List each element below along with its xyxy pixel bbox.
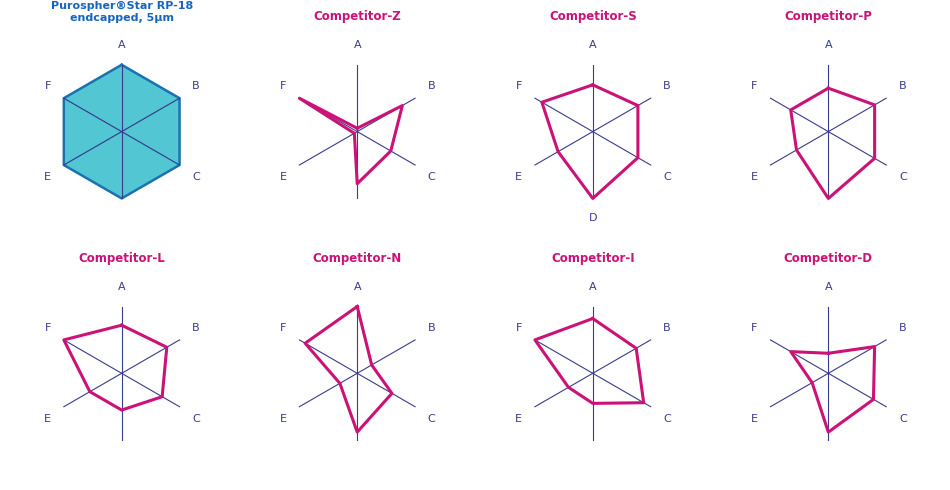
- Text: E: E: [750, 172, 758, 182]
- Text: E: E: [44, 414, 51, 424]
- Text: F: F: [280, 322, 287, 333]
- Text: E: E: [279, 414, 287, 424]
- Polygon shape: [64, 65, 180, 198]
- Text: Competitor-L: Competitor-L: [78, 252, 165, 265]
- Text: E: E: [750, 414, 758, 424]
- Text: F: F: [516, 81, 522, 91]
- Text: F: F: [45, 322, 51, 333]
- Text: A: A: [589, 282, 597, 292]
- Text: B: B: [192, 322, 200, 333]
- Text: Competitor-P: Competitor-P: [785, 10, 872, 24]
- Text: F: F: [751, 81, 758, 91]
- Text: A: A: [353, 40, 361, 50]
- Text: A: A: [825, 282, 832, 292]
- Text: Competitor-Z: Competitor-Z: [314, 10, 401, 24]
- Text: C: C: [192, 172, 200, 182]
- Text: Competitor-S: Competitor-S: [549, 10, 636, 24]
- Text: A: A: [118, 40, 125, 50]
- Text: C: C: [663, 414, 671, 424]
- Text: B: B: [663, 81, 671, 91]
- Text: Competitor-I: Competitor-I: [551, 252, 635, 265]
- Text: C: C: [899, 172, 906, 182]
- Text: D: D: [589, 213, 597, 223]
- Text: F: F: [516, 322, 522, 333]
- Text: Competitor-N: Competitor-N: [313, 252, 402, 265]
- Text: B: B: [899, 322, 906, 333]
- Text: F: F: [280, 81, 287, 91]
- Text: C: C: [663, 172, 671, 182]
- Text: A: A: [353, 282, 361, 292]
- Text: B: B: [428, 322, 435, 333]
- Text: F: F: [751, 322, 758, 333]
- Text: Purospher®Star RP-18
endcapped, 5μm: Purospher®Star RP-18 endcapped, 5μm: [50, 1, 193, 24]
- Text: A: A: [589, 40, 597, 50]
- Text: C: C: [428, 172, 435, 182]
- Text: B: B: [428, 81, 435, 91]
- Text: E: E: [279, 172, 287, 182]
- Text: C: C: [428, 414, 435, 424]
- Text: C: C: [899, 414, 906, 424]
- Text: B: B: [899, 81, 906, 91]
- Text: B: B: [663, 322, 671, 333]
- Text: F: F: [45, 81, 51, 91]
- Text: A: A: [825, 40, 832, 50]
- Text: A: A: [118, 282, 125, 292]
- Text: E: E: [515, 172, 523, 182]
- Text: B: B: [192, 81, 200, 91]
- Text: E: E: [44, 172, 51, 182]
- Text: E: E: [515, 414, 523, 424]
- Text: C: C: [192, 414, 200, 424]
- Text: Competitor-D: Competitor-D: [784, 252, 873, 265]
